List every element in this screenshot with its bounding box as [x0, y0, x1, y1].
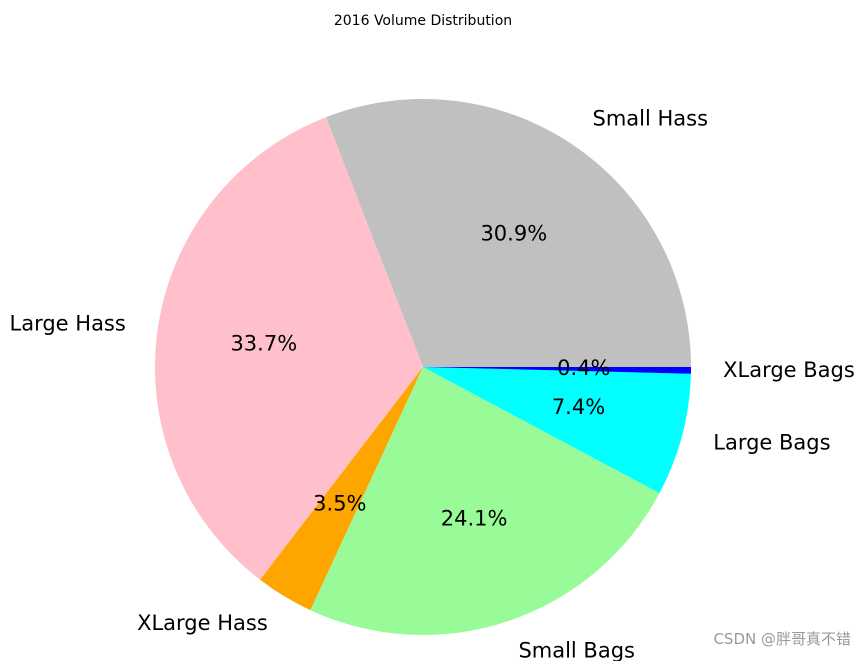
- pie-slices: [154, 99, 691, 635]
- pie-slice-large-bags: [423, 367, 691, 494]
- slice-label-large-hass: Large Hass: [10, 312, 126, 336]
- pie-labels: Small Hass 30.9% Large Hass 33.7% XLarge Has…: [10, 106, 855, 661]
- slice-label-xlarge-hass: XLarge Hass: [137, 611, 268, 635]
- percent-label-small-bags: 24.1%: [441, 506, 508, 530]
- slice-label-small-bags: Small Bags: [518, 639, 635, 661]
- percent-label-large-hass: 33.7%: [230, 331, 297, 355]
- slice-label-xlarge-bags: XLarge Bags: [723, 358, 855, 382]
- pie-slice-small-hass: [325, 99, 691, 367]
- pie-slice-large-hass: [154, 117, 423, 580]
- slice-label-large-bags: Large Bags: [713, 430, 830, 454]
- percent-label-xlarge-bags: 0.4%: [557, 356, 610, 380]
- pie-slice-xlarge-bags: [423, 367, 691, 374]
- watermark: CSDN @胖哥真不错: [713, 630, 851, 648]
- chart-title: 2016 Volume Distribution: [334, 13, 512, 29]
- percent-label-large-bags: 7.4%: [552, 395, 605, 419]
- slice-label-small-hass: Small Hass: [592, 106, 708, 130]
- pie-slice-small-bags: [310, 367, 660, 635]
- percent-label-xlarge-hass: 3.5%: [313, 492, 366, 516]
- percent-label-small-hass: 30.9%: [480, 221, 547, 245]
- pie-slice-xlarge-hass: [260, 367, 423, 611]
